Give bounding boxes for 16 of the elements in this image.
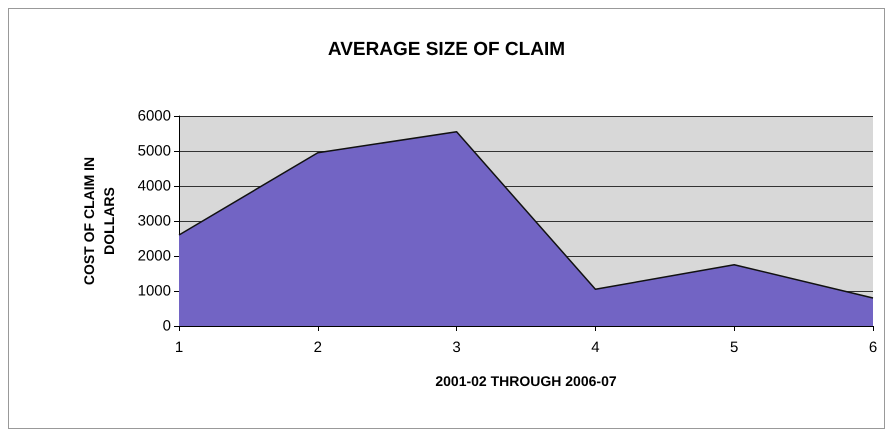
x-tick-label: 4 [591,339,600,356]
x-tick-label: 6 [868,339,878,356]
x-tick-label: 1 [174,339,184,356]
y-tick-label: 6000 [138,108,171,124]
y-tick-label: 1000 [138,282,171,300]
y-axis-title: COST OF CLAIM IN DOLLARS [81,156,117,286]
y-tick-label: 4000 [138,178,171,194]
x-tick-label: 5 [730,339,738,356]
y-tick-label: 2000 [138,248,171,264]
x-axis-title: 2001-02 THROUGH 2006-07 [435,373,617,389]
x-tick-label: 2 [314,339,322,356]
y-tick-label: 3000 [138,212,171,230]
chart-title: AVERAGE SIZE OF CLAIM [328,39,566,60]
y-tick-label: 5000 [138,142,171,160]
y-tick-label: 0 [162,318,171,334]
x-tick-label: 3 [452,339,461,356]
